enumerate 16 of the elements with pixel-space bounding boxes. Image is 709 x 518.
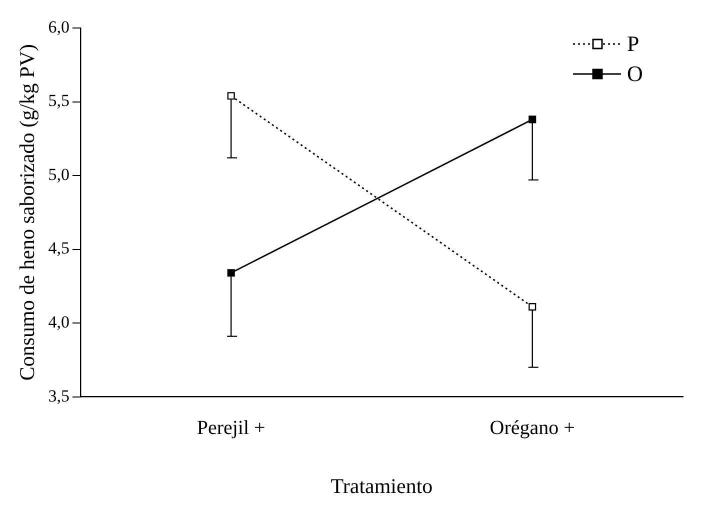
y-tick-label: 5,5 (48, 91, 70, 110)
legend-label: P (627, 30, 640, 56)
point (227, 92, 235, 100)
y-tick-label: 5,0 (48, 164, 70, 184)
point (528, 116, 536, 124)
y-tick-label: 4,0 (48, 312, 70, 332)
legend-label: O (627, 60, 643, 86)
y-tick-label: 6,0 (48, 17, 70, 36)
point (227, 269, 235, 277)
x-tick-label: Perejil + (196, 417, 266, 440)
point (528, 303, 536, 311)
x-axis-title: Tratamiento (330, 474, 433, 498)
y-tick-label: 3,5 (48, 386, 70, 406)
y-tick-label: 4,5 (48, 238, 70, 258)
y-axis-title: Consumo de heno saborizado (g/kg PV) (15, 44, 40, 381)
x-tick-label: Orégano + (490, 417, 575, 440)
